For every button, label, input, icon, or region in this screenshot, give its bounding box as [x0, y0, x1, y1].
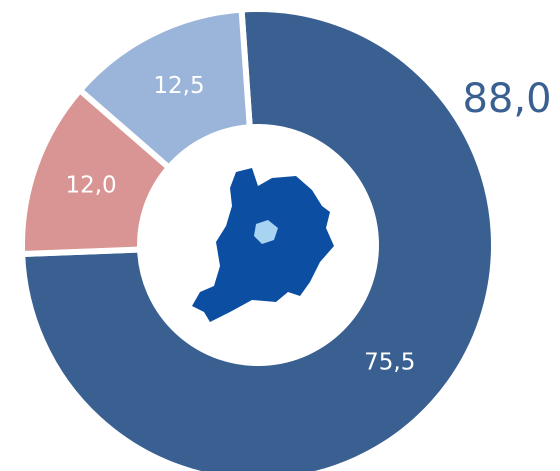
value-label: 12,0 — [65, 173, 116, 199]
value-label: 12,5 — [153, 73, 204, 99]
map-icon — [192, 168, 334, 322]
value-label: 75,5 — [364, 350, 415, 376]
annotation: 88,0 — [462, 76, 551, 122]
donut-segment — [19, 6, 497, 471]
donut-segment — [76, 6, 253, 171]
